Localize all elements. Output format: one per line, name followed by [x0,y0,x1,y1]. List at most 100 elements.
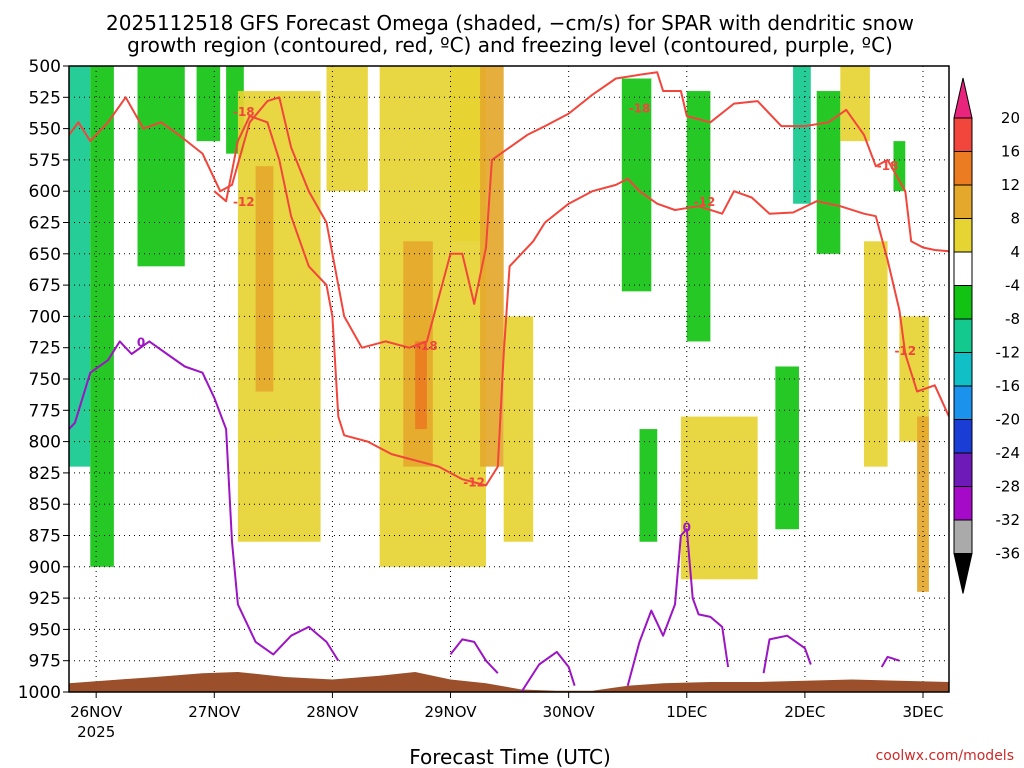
dgz-upper-label-1: -18 [416,339,438,353]
dgz-lower-label-2: -12 [694,195,716,209]
colorbar-bottom-arrow [953,553,973,594]
colorbar-box-4 [953,218,973,253]
y-tick-label: 1000 [18,683,61,703]
dgz-lower-label-3: -12 [894,344,916,358]
colorbar: 20 16 12 8 4 -4 -8 -12 -16 -20 -24 -28 -32 -36 [953,77,1021,594]
freezing-label-1: 0 [683,521,691,535]
y-tick-label: 875 [29,527,61,547]
x-tick-label: 2DEC [784,703,825,721]
omega-shade-3 [196,66,221,142]
x-tick-label: 1DEC [666,703,707,721]
x-tick-label: 30NOV [543,703,596,721]
freezing-level-contour-0 [69,340,340,662]
y-tick-label: 575 [29,151,61,171]
x-tick-label: 3DEC [902,703,943,721]
colorbar-label: 20 [1001,109,1020,127]
omega-shade-11 [480,66,504,467]
colorbar-top-arrow [953,77,973,119]
omega-shade-12 [503,316,534,542]
y-tick-label: 775 [29,401,61,421]
omega-shade-17 [680,416,758,580]
y-tick-label: 850 [29,495,61,515]
freezing-level-contour-4 [762,634,812,674]
colorbar-label: -28 [996,478,1021,496]
y-tick-label: 825 [29,464,61,484]
colorbar-box-1 [953,117,973,152]
y-tick-label: 950 [29,620,61,640]
omega-shade-19 [793,66,811,204]
omega-shade-18 [775,366,799,530]
y-tick-label: 975 [29,652,61,672]
x-tick-label: 29NOV [424,703,477,721]
dgz-lower-contour [213,115,949,487]
dgz-upper-label-2: -18 [629,101,651,115]
omega-shade-16 [639,429,658,542]
omega-shade-14 [621,78,652,292]
y-tick-label: 550 [29,120,61,140]
colorbar-box-10 [953,419,973,454]
pressure-axis: 500 525 550 575 600 625 650 675 700 725 750 775 800 8… [18,57,69,703]
omega-shade-15 [686,91,711,342]
terrain-fill [69,671,949,692]
x-tick-label: 27NOV [188,703,241,721]
y-tick-label: 725 [29,339,61,359]
colorbar-box-7 [953,318,973,353]
omega-shade-1 [90,66,114,567]
y-tick-label: 600 [29,182,61,202]
omega-shade-20 [816,91,841,254]
colorbar-label: -24 [996,444,1021,462]
dgz-upper-contour [69,71,949,349]
colorbar-label: -16 [996,377,1021,395]
y-tick-label: 925 [29,589,61,609]
y-tick-label: 675 [29,276,61,296]
freezing-level-contour-3 [626,528,730,686]
omega-shade-0 [69,66,91,467]
time-axis: 26NOV 27NOV 28NOV 29NOV 30NOV 1DEC 2DEC 3DEC [70,692,944,721]
y-tick-label: 800 [29,433,61,453]
omega-shade-10 [415,341,427,430]
y-tick-label: 500 [29,57,61,77]
y-tick-label: 625 [29,214,61,234]
omega-shade-22 [863,241,888,467]
omega-shade-13 [450,66,481,242]
y-tick-label: 700 [29,307,61,327]
colorbar-box-6 [953,285,973,320]
omega-shade-21 [840,66,870,142]
x-tick-label: 28NOV [306,703,359,721]
freezing-label-0: 0 [137,335,145,349]
colorbar-box-3 [953,184,973,219]
colorbar-label: -12 [996,344,1021,362]
dgz-lower-label-0: -12 [233,195,255,209]
colorbar-label: 4 [1010,243,1020,261]
source-credit[interactable]: coolwx.com/models [876,748,1014,764]
colorbar-label: -8 [1005,310,1020,328]
colorbar-label: -4 [1005,277,1020,295]
y-tick-label: 750 [29,370,61,390]
colorbar-label: 8 [1010,210,1020,228]
x-axis-label: Forecast Time (UTC) [409,745,611,768]
freezing-level-contour-5 [880,655,900,668]
omega-shade-25 [917,416,929,592]
plot-content: -18 -18 -18 -18 -12 -12 -12 -12 0 0 [69,66,949,692]
dgz-upper-label-0: -18 [233,105,255,119]
omega-shade-23 [893,141,906,192]
y-tick-label: 900 [29,558,61,578]
omega-shade-2 [137,66,185,267]
dgz-lower-label-1: -12 [463,476,485,490]
colorbar-label: -32 [996,511,1021,529]
freezing-level-contour-1 [449,638,499,674]
omega-shade-6 [255,166,274,392]
colorbar-label: -20 [996,411,1021,429]
y-tick-label: 525 [29,88,61,108]
x-tick-year: 2025 [77,723,115,741]
dgz-upper-label-3: -18 [877,159,899,173]
plot-area: -18 -18 -18 -18 -12 -12 -12 -12 0 0 [68,65,950,693]
y-tick-label: 650 [29,245,61,265]
x-tick-label: 26NOV [70,703,123,721]
chart-title: 2025112518 GFS Forecast Omega (shaded, −… [106,11,914,35]
chart-subtitle: growth region (contoured, red, ºC) and f… [127,33,893,57]
colorbar-label: 16 [1001,143,1020,161]
omega-shade-7 [326,66,368,192]
colorbar-box-8 [953,352,973,387]
